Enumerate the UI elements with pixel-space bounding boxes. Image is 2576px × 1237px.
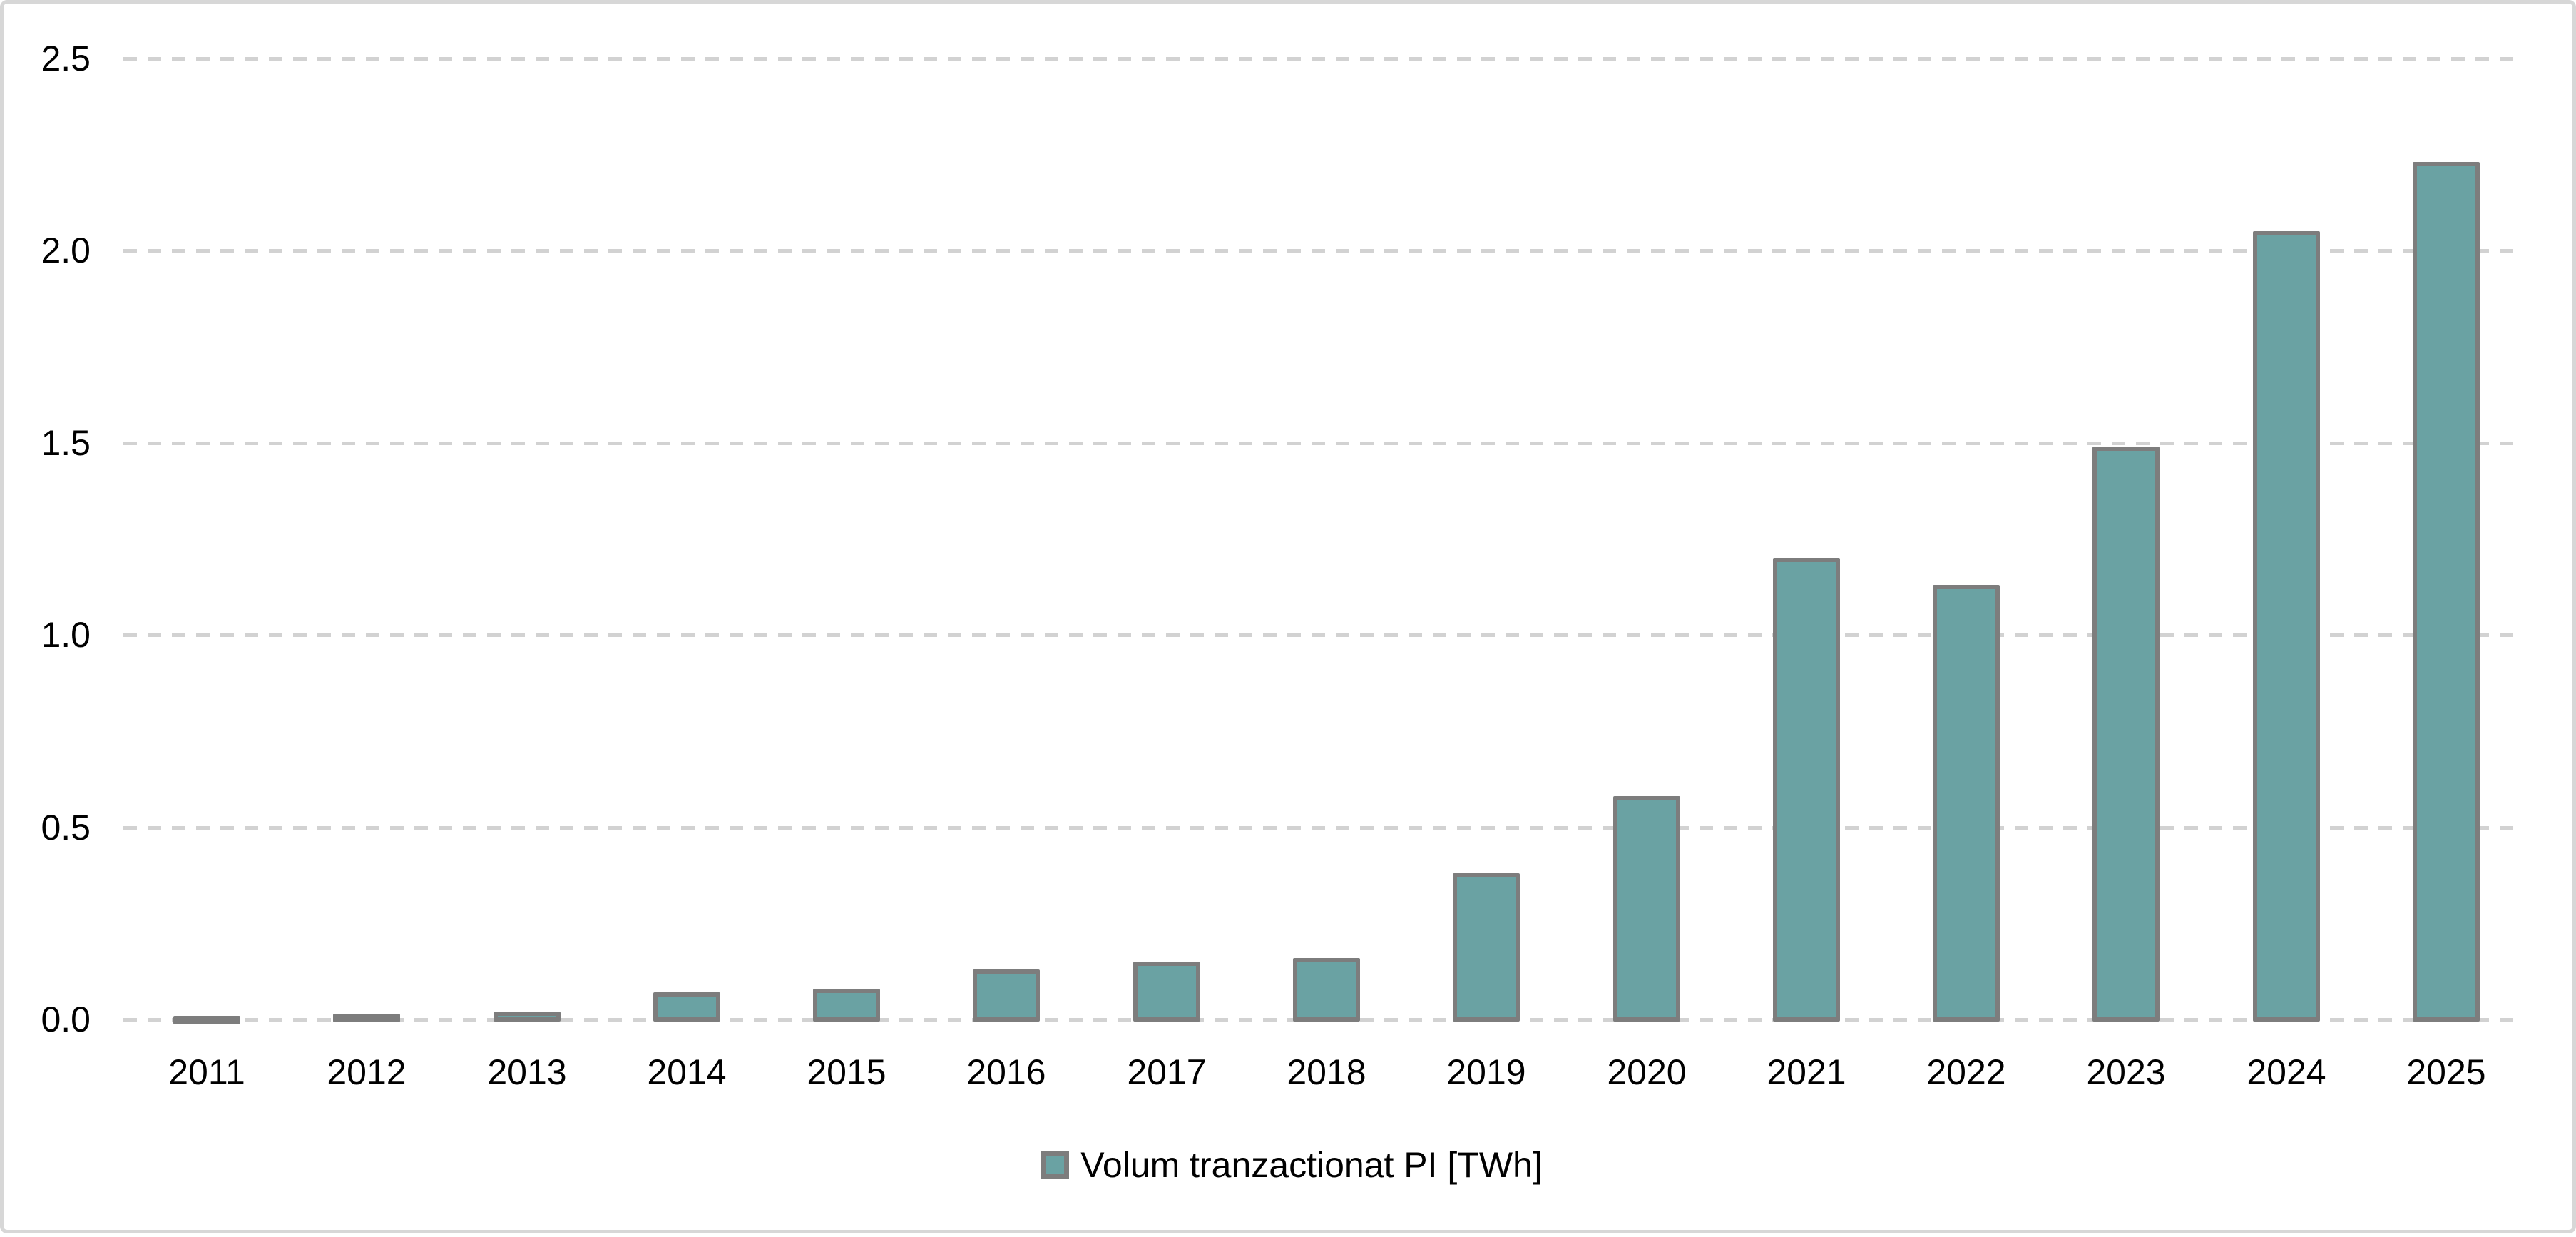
x-axis-tick-label: 2025 — [2406, 1052, 2486, 1092]
gridline-2.5 — [123, 57, 2521, 61]
bar-2018 — [1293, 958, 1360, 1022]
y-axis-tick-label: 1.0 — [41, 615, 91, 656]
y-axis-tick-label: 2.0 — [41, 230, 91, 271]
bar-2025 — [2413, 162, 2480, 1022]
bar-2020 — [1613, 796, 1680, 1022]
bar-2024 — [2253, 231, 2320, 1022]
x-axis-tick-label: 2021 — [1767, 1052, 1846, 1092]
x-axis-tick-label: 2015 — [807, 1052, 886, 1092]
legend-swatch-icon — [1041, 1151, 1070, 1179]
x-axis-tick-label: 2012 — [327, 1052, 407, 1092]
bar-2012 — [333, 1014, 400, 1022]
bar-2019 — [1453, 873, 1520, 1022]
x-axis-tick-label: 2017 — [1127, 1052, 1207, 1092]
x-axis-tick-label: 2019 — [1446, 1052, 1526, 1092]
bar-2016 — [973, 969, 1040, 1022]
legend: Volum tranzactionat PI [TWh] — [4, 1144, 2576, 1186]
gridline-2.0 — [123, 249, 2521, 253]
gridline-0.5 — [123, 825, 2521, 830]
bar-2021 — [1773, 558, 1840, 1022]
y-axis-tick-label: 0.5 — [41, 807, 91, 847]
x-axis-tick-label: 2018 — [1287, 1052, 1366, 1092]
x-axis-tick-label: 2023 — [2086, 1052, 2166, 1092]
gridline-1.0 — [123, 633, 2521, 638]
x-axis-tick-label: 2022 — [1926, 1052, 2006, 1092]
x-axis-tick-label: 2013 — [487, 1052, 567, 1092]
y-axis-tick-label: 2.5 — [41, 39, 91, 78]
bar-2014 — [653, 992, 720, 1022]
legend-label: Volum tranzactionat PI [TWh] — [1080, 1145, 1543, 1185]
x-axis-tick-label: 2011 — [168, 1052, 245, 1092]
y-axis-tick-label: 0.0 — [41, 999, 91, 1039]
gridline-1.5 — [123, 441, 2521, 445]
x-axis-tick-label: 2024 — [2247, 1052, 2326, 1092]
bar-2022 — [1933, 585, 2000, 1022]
x-axis-tick-label: 2014 — [647, 1052, 727, 1092]
x-axis-tick-label: 2020 — [1607, 1052, 1687, 1092]
plot-area: 0.0 0.5 1.0 1.5 2.0 2.5 2011 2012 2013 2014 2015 20… — [4, 4, 2576, 1237]
y-axis-tick-label: 1.5 — [41, 422, 91, 463]
bar-2011 — [173, 1016, 240, 1024]
bar-2023 — [2092, 447, 2160, 1022]
bar-2015 — [813, 989, 880, 1022]
x-axis-tick-label: 2016 — [966, 1052, 1046, 1092]
bar-2017 — [1133, 962, 1200, 1022]
bar-2013 — [494, 1012, 561, 1022]
